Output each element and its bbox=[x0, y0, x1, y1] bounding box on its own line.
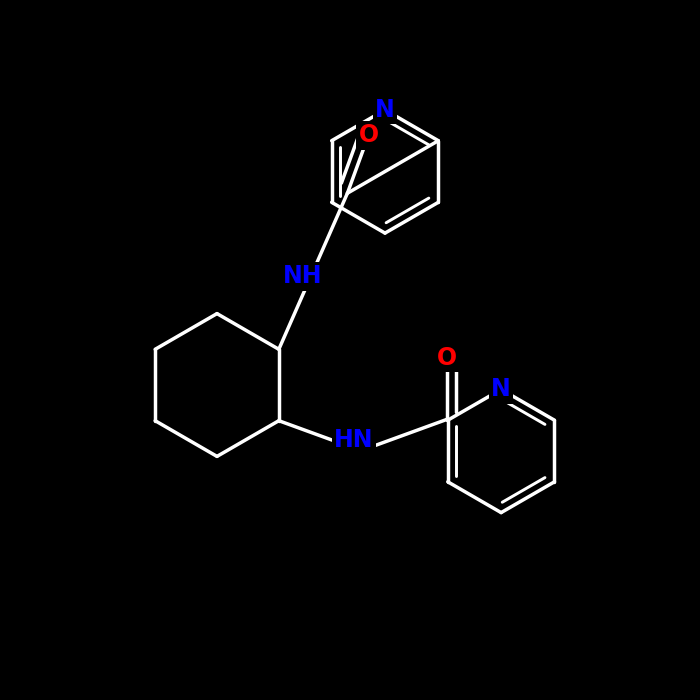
Text: N: N bbox=[491, 377, 511, 401]
Text: O: O bbox=[358, 123, 379, 147]
Text: O: O bbox=[437, 346, 456, 370]
Text: N: N bbox=[375, 98, 395, 122]
Text: HN: HN bbox=[335, 428, 374, 452]
Text: NH: NH bbox=[283, 265, 323, 288]
